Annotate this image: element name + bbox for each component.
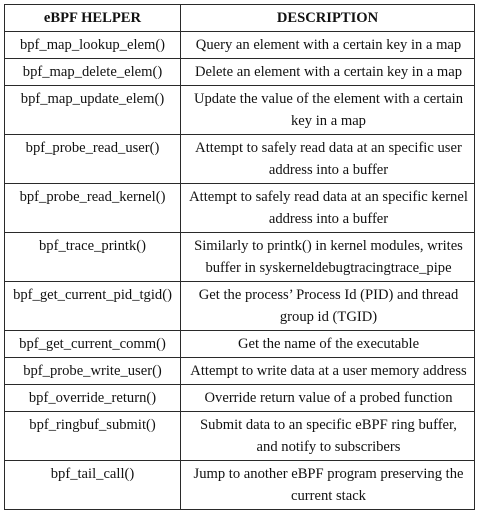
table-row: bpf_map_delete_elem() Delete an element …	[4, 58, 475, 86]
helper-name-cell: bpf_get_current_pid_tgid()	[4, 281, 181, 331]
table-row: bpf_map_update_elem() Update the value o…	[4, 85, 475, 135]
description-cell: Get the name of the executable	[180, 330, 475, 358]
helper-name-cell: bpf_override_return()	[4, 384, 181, 412]
table-row: bpf_map_lookup_elem() Query an element w…	[4, 31, 475, 59]
description-cell: Override return value of a probed functi…	[180, 384, 475, 412]
helper-name-cell: bpf_probe_write_user()	[4, 357, 181, 385]
description-cell: Submit data to an specific eBPF ring buf…	[180, 411, 475, 461]
helper-name-cell: bpf_map_delete_elem()	[4, 58, 181, 86]
table-row: bpf_trace_printk() Similarly to printk()…	[4, 232, 475, 282]
helper-name-cell: bpf_map_update_elem()	[4, 85, 181, 135]
description-cell: Update the value of the element with a c…	[180, 85, 475, 135]
description-cell: Attempt to safely read data at an specif…	[180, 183, 475, 233]
table-row: bpf_override_return() Override return va…	[4, 384, 475, 412]
helper-name-cell: bpf_get_current_comm()	[4, 330, 181, 358]
helper-name-cell: bpf_trace_printk()	[4, 232, 181, 282]
description-cell: Get the process’ Process Id (PID) and th…	[180, 281, 475, 331]
description-cell: Attempt to write data at a user memory a…	[180, 357, 475, 385]
table-row: bpf_probe_read_user() Attempt to safely …	[4, 134, 475, 184]
table-row: bpf_get_current_comm() Get the name of t…	[4, 330, 475, 358]
description-cell: Attempt to safely read data at an specif…	[180, 134, 475, 184]
column-header-description: DESCRIPTION	[180, 4, 475, 32]
table-row: bpf_tail_call() Jump to another eBPF pro…	[4, 460, 475, 510]
description-cell: Query an element with a certain key in a…	[180, 31, 475, 59]
table-row: bpf_probe_write_user() Attempt to write …	[4, 357, 475, 385]
ebpf-helpers-table: eBPF HELPER DESCRIPTION bpf_map_lookup_e…	[4, 4, 475, 510]
helper-name-cell: bpf_ringbuf_submit()	[4, 411, 181, 461]
helper-name-cell: bpf_tail_call()	[4, 460, 181, 510]
table-header-row: eBPF HELPER DESCRIPTION	[4, 4, 475, 32]
table-row: bpf_probe_read_kernel() Attempt to safel…	[4, 183, 475, 233]
helper-name-cell: bpf_probe_read_kernel()	[4, 183, 181, 233]
table-row: bpf_ringbuf_submit() Submit data to an s…	[4, 411, 475, 461]
table-row: bpf_get_current_pid_tgid() Get the proce…	[4, 281, 475, 331]
helper-name-cell: bpf_map_lookup_elem()	[4, 31, 181, 59]
description-cell: Delete an element with a certain key in …	[180, 58, 475, 86]
description-cell: Similarly to printk() in kernel modules,…	[180, 232, 475, 282]
helper-name-cell: bpf_probe_read_user()	[4, 134, 181, 184]
column-header-helper: eBPF HELPER	[4, 4, 181, 32]
description-cell: Jump to another eBPF program preserving …	[180, 460, 475, 510]
